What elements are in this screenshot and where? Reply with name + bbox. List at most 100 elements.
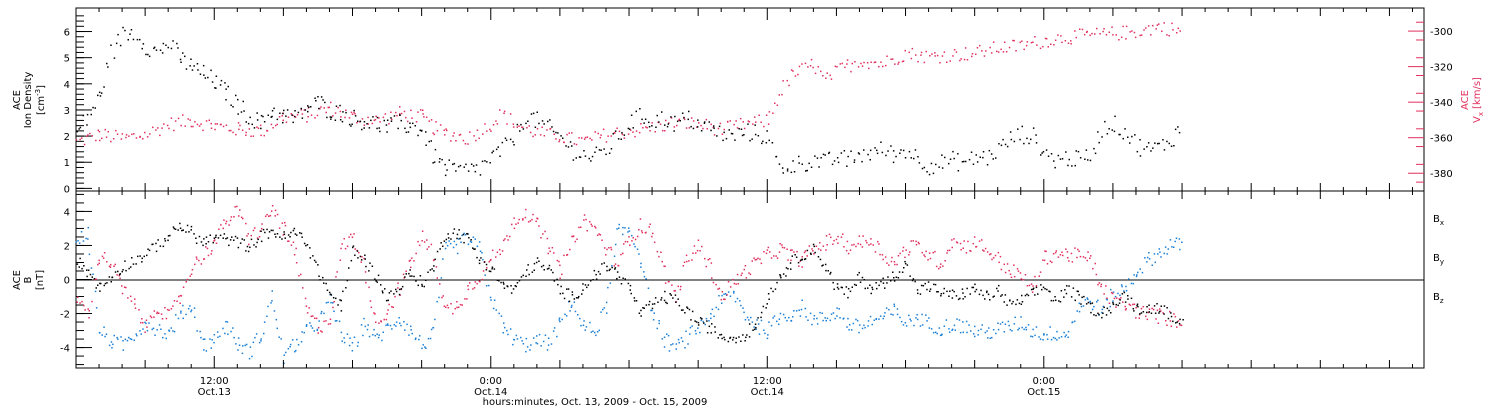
velocity-point xyxy=(499,109,501,111)
bz-point xyxy=(1105,285,1107,287)
velocity-point xyxy=(232,131,234,134)
by-point xyxy=(956,318,958,320)
by-point xyxy=(463,232,465,235)
bx-point xyxy=(193,233,195,235)
bz-point xyxy=(410,266,412,269)
velocity-point xyxy=(583,138,586,140)
density-point xyxy=(308,106,310,108)
velocity-point xyxy=(981,50,983,52)
velocity-point xyxy=(216,123,218,125)
velocity-point xyxy=(702,127,704,130)
density-velocity-points xyxy=(75,22,1181,177)
velocity-point xyxy=(373,119,376,122)
bx-point xyxy=(669,293,671,295)
legend-item-y: By xyxy=(1433,253,1444,266)
bz-point xyxy=(1038,275,1040,277)
bx-point xyxy=(257,238,259,241)
density-point xyxy=(110,44,112,46)
bx-point xyxy=(317,264,319,266)
velocity-point xyxy=(75,139,78,141)
bx-point xyxy=(384,288,386,290)
bx-point xyxy=(855,284,857,286)
bz-point xyxy=(754,259,757,261)
density-point xyxy=(716,135,718,137)
bx-point xyxy=(342,290,344,293)
by-point xyxy=(452,246,455,249)
bz-point xyxy=(617,264,620,267)
density-point xyxy=(569,141,572,143)
velocity-point xyxy=(710,123,712,126)
bz-point xyxy=(912,240,914,242)
density-point xyxy=(1124,128,1126,130)
bx-point xyxy=(364,254,366,256)
density-point xyxy=(530,113,533,115)
bz-point xyxy=(486,267,488,269)
by-point xyxy=(325,302,328,304)
by-point xyxy=(1128,278,1130,280)
density-point xyxy=(1010,138,1013,141)
by-point xyxy=(804,307,807,310)
by-point xyxy=(883,315,885,317)
velocity-point xyxy=(767,123,770,125)
by-point xyxy=(819,311,821,314)
density-point xyxy=(1152,147,1154,149)
density-point xyxy=(142,43,145,45)
bx-point xyxy=(886,282,888,284)
by-point xyxy=(316,328,319,331)
bx-point xyxy=(356,250,359,252)
by-point xyxy=(1003,331,1006,333)
velocity-point xyxy=(1074,30,1076,32)
by-point xyxy=(481,252,483,254)
by-point xyxy=(867,320,870,322)
density-point xyxy=(948,162,950,165)
velocity-point xyxy=(713,134,716,136)
density-point xyxy=(1114,115,1116,118)
bz-point xyxy=(411,257,413,259)
velocity-point xyxy=(276,123,278,126)
bz-point xyxy=(229,219,232,222)
velocity-point xyxy=(989,46,991,49)
bz-point xyxy=(1059,254,1062,256)
bz-point xyxy=(119,277,121,280)
bx-point xyxy=(833,288,835,290)
by-point xyxy=(1089,300,1091,303)
bz-point xyxy=(975,245,978,248)
by-point xyxy=(295,349,297,352)
density-point xyxy=(335,105,338,107)
bx-point xyxy=(276,233,279,235)
by-point xyxy=(991,336,993,339)
bx-point xyxy=(614,268,616,270)
bx-point xyxy=(843,293,845,295)
density-point xyxy=(366,123,368,125)
velocity-point xyxy=(717,127,720,130)
bz-point xyxy=(83,304,85,307)
velocity-point xyxy=(747,120,750,122)
bx-point xyxy=(450,238,452,240)
velocity-point xyxy=(367,116,369,119)
bz-point xyxy=(1118,298,1121,300)
velocity-point xyxy=(979,44,981,47)
by-point xyxy=(824,317,826,319)
velocity-point xyxy=(955,51,958,53)
bx-point xyxy=(443,240,446,242)
density-point xyxy=(957,153,959,155)
bz-point xyxy=(518,218,520,221)
density-point xyxy=(283,109,285,112)
bz-point xyxy=(392,306,394,309)
bx-point xyxy=(229,239,232,241)
by-point xyxy=(733,290,735,293)
velocity-point xyxy=(861,65,864,67)
by-point xyxy=(723,293,725,295)
bz-point xyxy=(1174,315,1177,318)
bx-point xyxy=(398,288,401,291)
by-point xyxy=(977,334,979,336)
density-point xyxy=(330,116,333,118)
by-point xyxy=(1082,305,1085,307)
velocity-point xyxy=(915,54,917,56)
by-point xyxy=(349,337,351,339)
bz-point xyxy=(472,288,474,290)
density-point xyxy=(986,164,989,166)
velocity-point xyxy=(941,55,944,57)
by-point xyxy=(506,329,508,332)
